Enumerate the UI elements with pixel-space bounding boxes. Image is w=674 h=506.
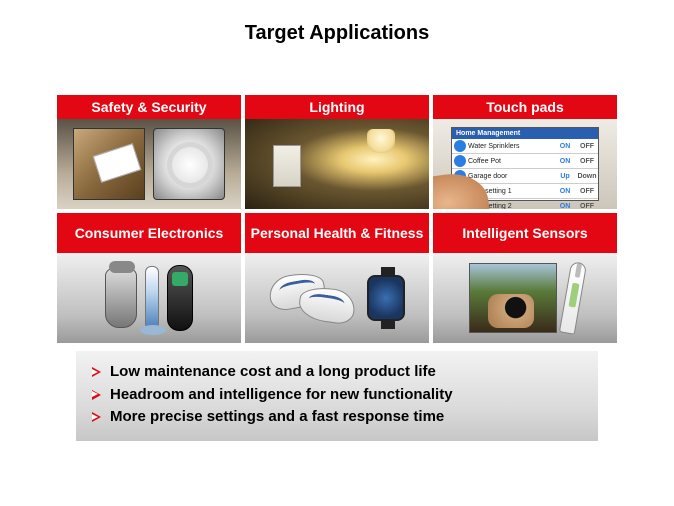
- remote-control-image: [167, 265, 193, 331]
- smoke-detector-image: [153, 128, 225, 200]
- page-title: Target Applications: [0, 0, 674, 45]
- card-lighting: Lighting: [245, 95, 429, 209]
- toothbrush-image: [145, 266, 159, 330]
- card-header: Touch pads: [433, 95, 617, 119]
- thermometer-image: [559, 261, 587, 335]
- lamp-dimmer-image: [245, 119, 429, 209]
- card-intelligent-sensors: Intelligent Sensors: [433, 213, 617, 343]
- card-body: [57, 119, 241, 209]
- triangle-bullet-icon: [92, 412, 102, 422]
- running-shoes-image: [269, 270, 359, 326]
- touchscreen-row: Water SprinklersONOFF: [452, 139, 598, 154]
- card-personal-health: Personal Health & Fitness: [245, 213, 429, 343]
- applications-grid: Safety & Security Lighting Touch pads Ho…: [57, 95, 617, 343]
- card-body: [245, 253, 429, 343]
- sports-watch-image: [367, 275, 405, 321]
- card-safety-security: Safety & Security: [57, 95, 241, 209]
- keycard-lock-image: [73, 128, 145, 200]
- touchscreen-row: Coffee PotONOFF: [452, 154, 598, 169]
- touchscreen-header: Home Management: [452, 128, 598, 139]
- card-body: Home Management Water SprinklersONOFF Co…: [433, 119, 617, 209]
- card-header: Personal Health & Fitness: [245, 213, 429, 253]
- touchscreen-image: Home Management Water SprinklersONOFF Co…: [433, 119, 617, 209]
- card-header: Intelligent Sensors: [433, 213, 617, 253]
- card-header: Consumer Electronics: [57, 213, 241, 253]
- bullet-item: Low maintenance cost and a long product …: [92, 361, 582, 384]
- bullet-text: Low maintenance cost and a long product …: [110, 361, 436, 384]
- bullets-panel: Low maintenance cost and a long product …: [76, 351, 598, 441]
- card-touch-pads: Touch pads Home Management Water Sprinkl…: [433, 95, 617, 209]
- bullet-text: Headroom and intelligence for new functi…: [110, 384, 453, 407]
- card-consumer-electronics: Consumer Electronics: [57, 213, 241, 343]
- bullet-item: Headroom and intelligence for new functi…: [92, 384, 582, 407]
- card-header: Safety & Security: [57, 95, 241, 119]
- card-body: [433, 253, 617, 343]
- bullet-text: More precise settings and a fast respons…: [110, 406, 444, 429]
- triangle-bullet-icon: [92, 367, 102, 377]
- card-body: [245, 119, 429, 209]
- triangle-bullet-icon: [92, 390, 102, 400]
- wrist-sensor-image: [469, 263, 557, 333]
- card-body: [57, 253, 241, 343]
- shaver-image: [105, 268, 137, 328]
- card-header: Lighting: [245, 95, 429, 119]
- bullet-item: More precise settings and a fast respons…: [92, 406, 582, 429]
